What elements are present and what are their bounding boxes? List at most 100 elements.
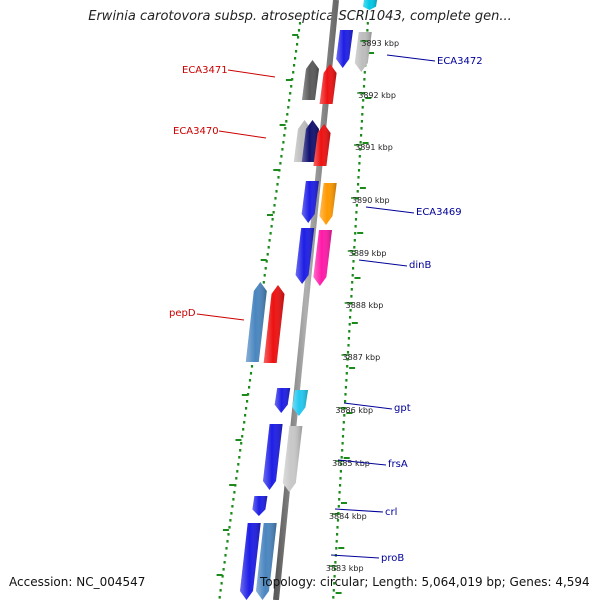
gc-dot: [266, 253, 269, 256]
gc-dot: [250, 365, 254, 368]
gc-dot: [231, 505, 234, 508]
gc-skew-bar: [341, 502, 347, 504]
gc-skew-bar: [216, 574, 223, 576]
gc-skew-bar: [351, 322, 358, 324]
gc-dot: [289, 92, 292, 95]
gc-dot: [219, 589, 222, 592]
gc-skew-bar: [346, 412, 353, 414]
gc-dot: [294, 57, 297, 60]
gc-skew-bar: [335, 592, 342, 594]
gc-dot: [345, 372, 348, 375]
gc-dot: [350, 288, 353, 291]
gc-dot: [338, 498, 341, 501]
gc-dot: [292, 71, 295, 74]
gc-skew-bar: [365, 97, 372, 99]
gc-dot: [237, 463, 240, 466]
tick-label: 3884 kbp: [329, 512, 367, 521]
gc-dot: [351, 281, 354, 284]
accession-label: Accession:: [9, 575, 73, 589]
gene-label-right: frsA: [388, 459, 408, 470]
gc-dot: [218, 596, 221, 599]
gene-label-left: pepD: [169, 308, 196, 319]
gc-dot: [276, 183, 279, 186]
gene-label-right: ECA3469: [416, 207, 462, 218]
gene-feature: [252, 496, 268, 516]
gene-feature: [301, 181, 319, 223]
gc-dot: [232, 498, 235, 501]
gc-dot: [230, 512, 233, 515]
gc-dot: [343, 414, 346, 417]
gc-dot: [241, 435, 244, 438]
gc-dot: [243, 421, 246, 424]
gc-skew-bar: [368, 52, 374, 54]
cds-feature: [319, 64, 337, 104]
gc-dot: [341, 442, 344, 445]
gc-skew-bar: [235, 439, 242, 441]
gc-skew-bar: [362, 142, 369, 144]
label-leader-line: [334, 508, 384, 513]
feature-shading: [282, 426, 303, 492]
gc-dot: [332, 596, 335, 599]
gene-label-right: gpt: [394, 403, 411, 414]
gc-dot: [291, 78, 294, 81]
gc-dot: [248, 379, 252, 382]
gc-dot: [354, 225, 357, 228]
gc-dot: [341, 435, 345, 438]
gc-dot: [344, 400, 347, 403]
gc-dot: [362, 99, 365, 102]
cds-feature: [256, 523, 277, 600]
gene-label-left: ECA3470: [173, 126, 219, 137]
gc-dot: [298, 22, 302, 25]
feature-shading: [363, 0, 377, 10]
gc-dot: [361, 113, 364, 116]
gc-dot: [335, 547, 338, 550]
gc-dot: [221, 575, 224, 578]
cds-feature: [313, 230, 332, 286]
gc-dot: [242, 428, 245, 431]
gc-dot: [244, 414, 247, 417]
gc-dot: [333, 568, 337, 571]
gc-dot: [220, 582, 223, 585]
gc-dot: [339, 470, 342, 473]
gc-dot: [286, 113, 289, 116]
feature-shading: [319, 64, 337, 104]
gc-dot: [239, 449, 242, 452]
gene-labels: ECA3471 ECA3470 pepD ECA3472 ECA3469 dinB gpt f…: [169, 54, 483, 564]
gc-dot: [273, 204, 276, 207]
genome-stats: Topology: circular; Length: 5,064,019 bp…: [260, 575, 590, 589]
gc-dot: [336, 533, 339, 536]
gene-feature: [245, 282, 267, 362]
gc-dot: [278, 169, 281, 172]
label-leader-line: [218, 130, 267, 139]
gc-dot: [277, 176, 280, 179]
gc-dot: [264, 267, 267, 270]
gc-dot: [360, 134, 363, 137]
topology-value: circular: [319, 575, 365, 589]
cds-feature: [319, 183, 337, 225]
gene-feature: [302, 60, 319, 100]
gc-dot: [238, 456, 241, 459]
cds-feature: [292, 390, 308, 416]
label-leader-line: [386, 54, 436, 62]
gc-dot: [247, 393, 250, 396]
feature-shading: [263, 285, 285, 363]
gc-dot: [356, 190, 359, 193]
gc-skew-bar: [343, 457, 350, 459]
gc-dot: [246, 400, 249, 403]
feature-shading: [245, 282, 267, 362]
tick-label: 3888 kbp: [346, 301, 384, 310]
gc-dot: [282, 141, 285, 144]
gc-dot: [337, 505, 340, 508]
label-leader-line: [227, 69, 276, 78]
gc-dot: [224, 554, 227, 557]
feature-track: [240, 0, 377, 600]
gc-dot: [267, 246, 270, 249]
label-leader-line: [358, 259, 408, 267]
gc-dot: [355, 204, 358, 207]
gc-dot: [357, 176, 360, 179]
gc-dot: [340, 463, 343, 466]
label-leader-line: [330, 554, 380, 559]
gc-dot: [362, 85, 366, 88]
accession-value: NC_004547: [76, 575, 146, 589]
gene-feature: [240, 523, 261, 600]
